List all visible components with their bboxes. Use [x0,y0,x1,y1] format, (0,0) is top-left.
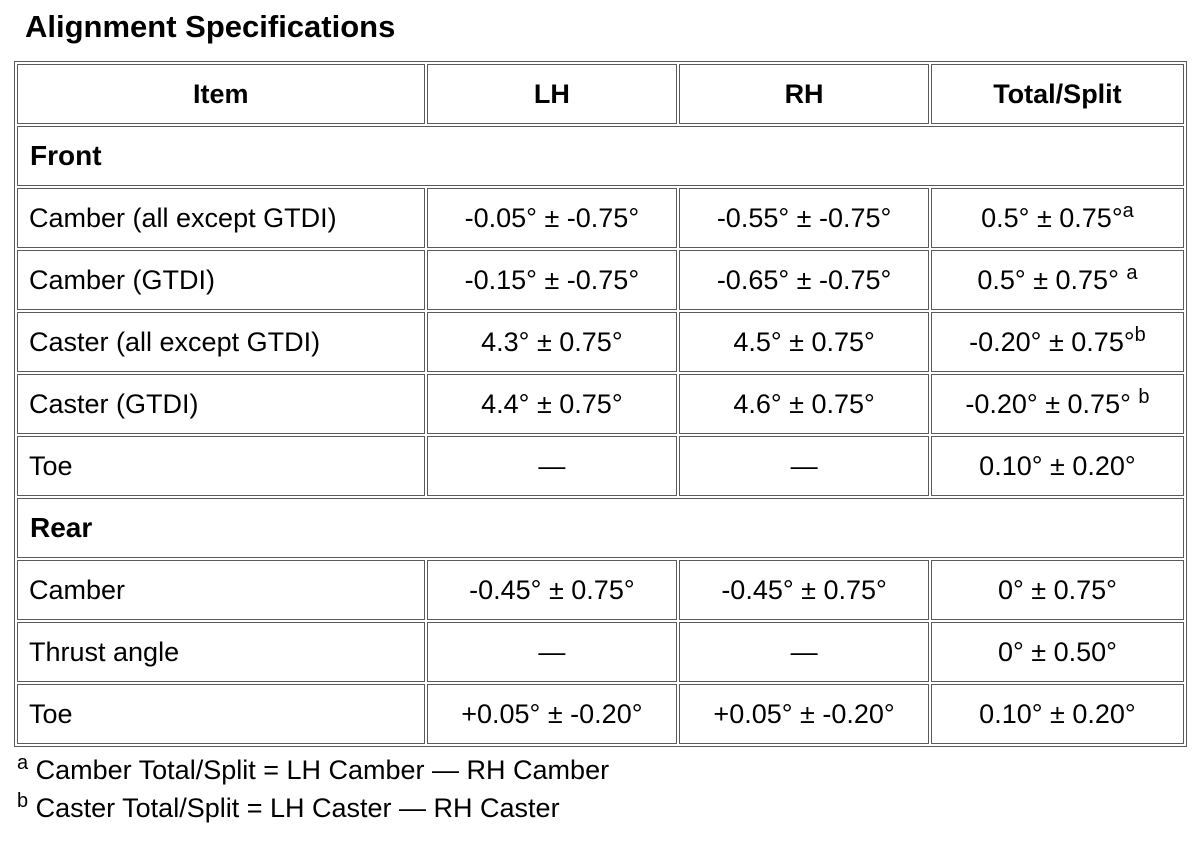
item-cell: Caster (all except GTDI) [17,312,425,372]
lh-cell: -0.15° ± -0.75° [426,250,678,310]
table-row: Caster (all except GTDI) 4.3° ± 0.75° 4.… [17,312,1184,372]
column-header-rh: RH [679,64,929,124]
footnote-b: b Caster Total/Split = LH Caster — RH Ca… [17,789,1187,827]
lh-cell: +0.05° ± -0.20° [426,684,678,744]
rh-cell: -0.55° ± -0.75° [679,188,929,248]
table-row: Camber -0.45° ± 0.75° -0.45° ± 0.75° 0° … [17,560,1184,620]
table-row: Toe — — 0.10° ± 0.20° [17,436,1184,496]
lh-cell: -0.45° ± 0.75° [426,560,678,620]
total-value: 0.5° ± 0.75° [981,202,1123,233]
section-label-rear: Rear [17,498,1184,558]
lh-cell: — [426,436,678,496]
lh-cell: -0.05° ± -0.75° [426,188,678,248]
total-cell: 0.10° ± 0.20° [930,436,1184,496]
footnote-a: a Camber Total/Split = LH Camber — RH Ca… [17,751,1187,789]
header-row: Item LH RH Total/Split [17,64,1184,124]
rh-cell: — [679,436,929,496]
section-row-front: Front [17,126,1184,186]
footnote-marker-b: b [1134,323,1146,346]
footnote-marker-a: a [1122,199,1134,222]
column-header-item: Item [17,64,425,124]
footnote-a-text: Camber Total/Split = LH Camber — RH Camb… [35,755,610,785]
section-label-front: Front [17,126,1184,186]
rh-cell: 4.5° ± 0.75° [679,312,929,372]
total-cell: -0.20° ± 0.75° b [930,374,1184,434]
column-header-total: Total/Split [930,64,1184,124]
item-cell: Camber (GTDI) [17,250,425,310]
footnote-b-marker: b [17,790,29,812]
table-row: Caster (GTDI) 4.4° ± 0.75° 4.6° ± 0.75° … [17,374,1184,434]
total-cell: 0.10° ± 0.20° [930,684,1184,744]
footnote-a-marker: a [17,752,29,774]
footnote-marker-b: b [1138,385,1150,408]
section-row-rear: Rear [17,498,1184,558]
total-value: -0.20° ± 0.75° [965,388,1139,419]
item-cell: Caster (GTDI) [17,374,425,434]
footnotes: a Camber Total/Split = LH Camber — RH Ca… [17,751,1187,827]
table-row: Thrust angle — — 0° ± 0.50° [17,622,1184,682]
table-row: Toe +0.05° ± -0.20° +0.05° ± -0.20° 0.10… [17,684,1184,744]
alignment-specs-table: Item LH RH Total/Split Front Camber (all… [14,61,1187,747]
column-header-lh: LH [426,64,678,124]
total-cell: -0.20° ± 0.75°b [930,312,1184,372]
total-cell: 0.5° ± 0.75° a [930,250,1184,310]
page: Alignment Specifications Item LH RH Tota… [14,9,1187,827]
lh-cell: — [426,622,678,682]
lh-cell: 4.3° ± 0.75° [426,312,678,372]
item-cell: Toe [17,684,425,744]
rh-cell: +0.05° ± -0.20° [679,684,929,744]
table-row: Camber (GTDI) -0.15° ± -0.75° -0.65° ± -… [17,250,1184,310]
rh-cell: -0.65° ± -0.75° [679,250,929,310]
table-row: Camber (all except GTDI) -0.05° ± -0.75°… [17,188,1184,248]
total-cell: 0° ± 0.75° [930,560,1184,620]
total-cell: 0.5° ± 0.75°a [930,188,1184,248]
total-cell: 0° ± 0.50° [930,622,1184,682]
item-cell: Thrust angle [17,622,425,682]
footnote-marker-a: a [1126,261,1138,284]
total-value: -0.20° ± 0.75° [969,326,1135,357]
rh-cell: — [679,622,929,682]
page-title: Alignment Specifications [25,9,396,44]
item-cell: Toe [17,436,425,496]
footnote-b-text: Caster Total/Split = LH Caster — RH Cast… [35,793,560,823]
lh-cell: 4.4° ± 0.75° [426,374,678,434]
item-cell: Camber (all except GTDI) [17,188,425,248]
total-value: 0.5° ± 0.75° [977,264,1127,295]
item-cell: Camber [17,560,425,620]
rh-cell: 4.6° ± 0.75° [679,374,929,434]
rh-cell: -0.45° ± 0.75° [679,560,929,620]
